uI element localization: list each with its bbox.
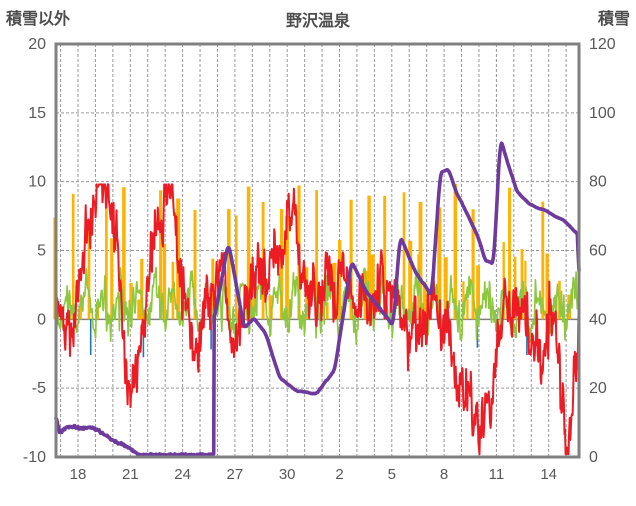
svg-text:21: 21 bbox=[122, 466, 139, 483]
svg-text:10: 10 bbox=[28, 174, 46, 191]
svg-text:5: 5 bbox=[37, 243, 46, 260]
svg-text:80: 80 bbox=[589, 174, 607, 191]
svg-text:27: 27 bbox=[227, 466, 244, 483]
svg-text:0: 0 bbox=[37, 311, 46, 328]
svg-text:18: 18 bbox=[70, 466, 87, 483]
svg-text:8: 8 bbox=[440, 466, 448, 483]
svg-text:24: 24 bbox=[174, 466, 191, 483]
svg-text:15: 15 bbox=[28, 105, 46, 122]
svg-text:-5: -5 bbox=[32, 380, 46, 397]
svg-text:40: 40 bbox=[589, 311, 607, 328]
svg-text:11: 11 bbox=[489, 466, 505, 483]
svg-text:60: 60 bbox=[589, 243, 607, 260]
svg-text:2: 2 bbox=[335, 466, 343, 483]
svg-text:5: 5 bbox=[388, 466, 396, 483]
svg-text:100: 100 bbox=[589, 105, 616, 122]
svg-text:120: 120 bbox=[589, 36, 616, 53]
svg-text:-10: -10 bbox=[23, 449, 46, 466]
svg-text:20: 20 bbox=[28, 36, 46, 53]
svg-text:30: 30 bbox=[279, 466, 296, 483]
svg-text:20: 20 bbox=[589, 380, 607, 397]
svg-text:14: 14 bbox=[540, 466, 557, 483]
svg-text:0: 0 bbox=[589, 449, 598, 466]
